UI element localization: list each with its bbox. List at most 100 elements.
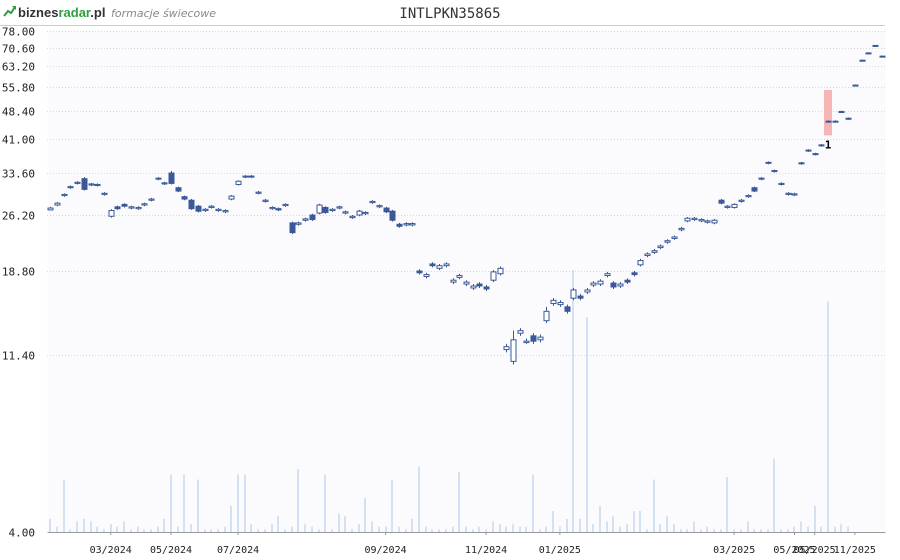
candle-body	[81, 178, 88, 190]
candle	[550, 298, 557, 306]
candle-body	[476, 283, 483, 287]
volume-bar	[673, 524, 675, 532]
candle-body	[181, 196, 188, 200]
y-tick-label: 11.40	[2, 350, 35, 363]
candle	[155, 177, 162, 181]
volume-bar	[324, 474, 326, 532]
candle-body	[711, 219, 718, 224]
candle-body	[678, 227, 685, 231]
volume-bar	[693, 521, 695, 532]
volume-bar	[445, 529, 447, 532]
candle	[275, 207, 282, 212]
candle-body	[852, 84, 859, 87]
candle-body	[651, 250, 658, 253]
candle-body	[644, 253, 651, 257]
volume-bar	[56, 526, 58, 532]
volume-bar	[612, 516, 614, 532]
candle	[202, 208, 209, 212]
candle-body	[664, 240, 671, 243]
candle	[94, 183, 101, 187]
candle	[845, 117, 852, 120]
y-tick-label: 18.80	[2, 266, 35, 279]
candle-body	[195, 205, 202, 212]
volume-bar	[706, 526, 708, 532]
candle-body	[128, 206, 135, 209]
candle	[450, 278, 457, 285]
x-axis-ticks: 03/2024 05/2024 07/2024 09/2024 11/2024 01/20…	[90, 532, 876, 556]
volume-bar	[552, 511, 554, 532]
candle-body	[791, 193, 798, 196]
y-tick-label: 63.20	[2, 61, 35, 74]
volume-bar	[767, 529, 769, 532]
candle	[336, 205, 343, 210]
candle	[409, 222, 416, 227]
volume-bar	[311, 526, 313, 532]
x-tick-label: 09/2024	[364, 545, 406, 556]
candle-body	[429, 263, 436, 267]
candle	[490, 270, 497, 283]
candle-body	[745, 195, 752, 198]
candle-body	[456, 275, 463, 278]
candle-body	[135, 206, 142, 210]
volume-bar	[123, 521, 125, 532]
candle	[664, 239, 671, 244]
candle	[456, 273, 463, 280]
candle-body	[342, 211, 349, 214]
candle-body	[389, 210, 396, 221]
volume-bar	[458, 471, 460, 532]
pattern-highlight-box	[824, 89, 833, 136]
candle-body	[94, 183, 101, 187]
candle-body	[141, 203, 148, 206]
candle-body	[704, 220, 711, 223]
volume-bar	[244, 474, 246, 532]
candle	[67, 185, 74, 189]
candle-body	[409, 223, 416, 226]
candle	[188, 199, 195, 210]
volume-bar	[726, 476, 728, 532]
candle	[872, 44, 879, 47]
volume-bar	[686, 529, 688, 532]
volume-bar	[472, 529, 474, 532]
candle-body	[832, 120, 839, 123]
candle	[631, 270, 638, 277]
candle	[651, 249, 658, 254]
volume-bar	[579, 518, 581, 532]
candle	[235, 180, 242, 186]
y-tick-label: 4.00	[9, 527, 36, 540]
candle-body	[228, 195, 235, 200]
candle	[791, 192, 798, 197]
candle	[704, 219, 711, 224]
volume-bar	[385, 526, 387, 532]
volume-bar	[143, 529, 145, 532]
candle	[745, 194, 752, 198]
candle	[383, 206, 390, 214]
candle	[396, 222, 403, 228]
brand-logo: biznesradar.pl	[3, 5, 105, 20]
x-tick-label: 03/2025	[713, 545, 755, 556]
candle	[436, 263, 443, 271]
volume-bar	[592, 524, 594, 532]
candle-body	[778, 182, 785, 185]
candle	[242, 175, 249, 179]
volume-bar	[405, 529, 407, 532]
volume-bar	[304, 524, 306, 532]
volume-bar	[639, 511, 641, 532]
volume-bar	[572, 270, 574, 532]
volume-bar	[666, 516, 668, 532]
candle-body	[54, 202, 61, 206]
candle-body	[657, 245, 664, 249]
volume-bar	[364, 497, 366, 532]
candle-body	[101, 192, 108, 195]
candle-body	[235, 180, 242, 185]
volume-bar	[217, 529, 219, 532]
candle	[255, 191, 262, 195]
candle-body	[859, 59, 866, 62]
volume-bar	[834, 526, 836, 532]
volume-bar	[284, 529, 286, 532]
candle-body	[336, 206, 343, 209]
candle	[691, 216, 698, 221]
volume-bar	[351, 529, 353, 532]
volume-bar	[438, 529, 440, 532]
candle	[718, 199, 725, 205]
volume-bar	[190, 524, 192, 532]
